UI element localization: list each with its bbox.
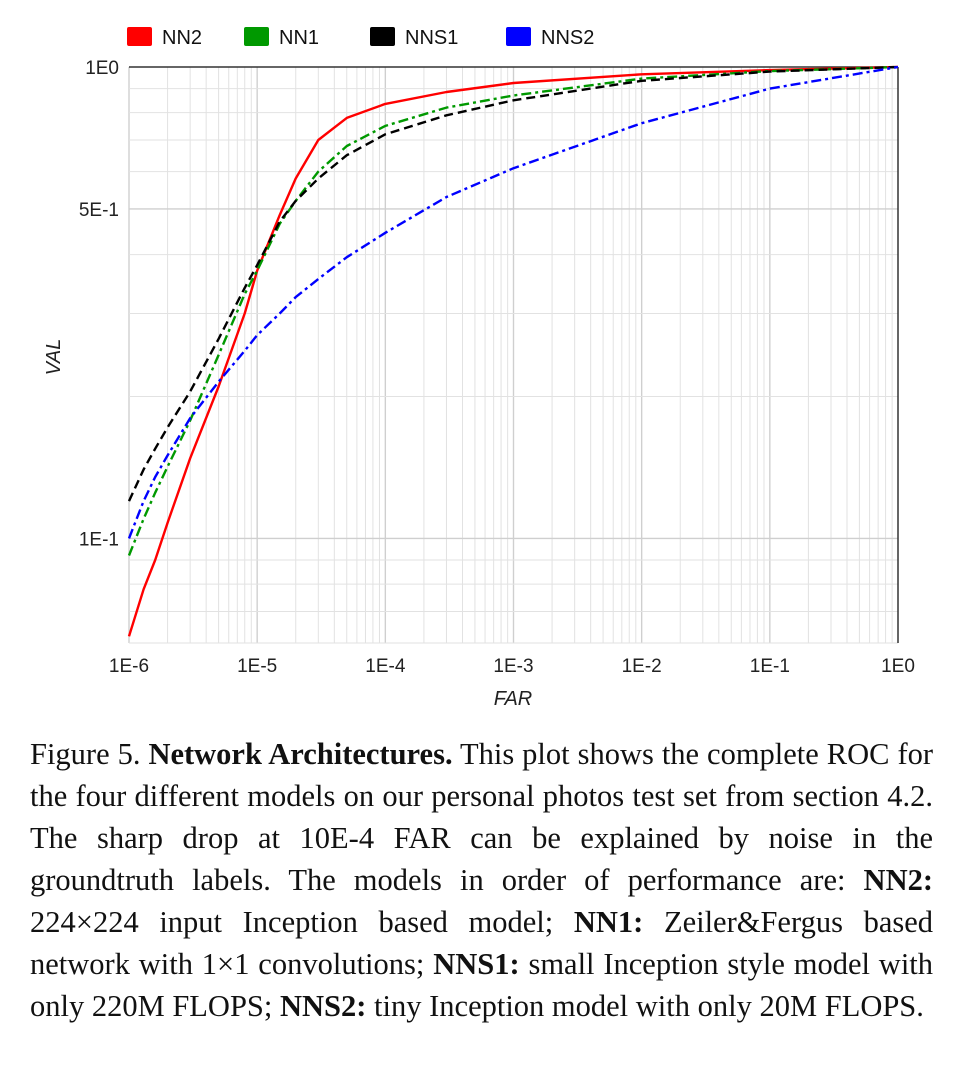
y-tick-label: 1E0	[85, 58, 119, 79]
x-tick-label: 1E0	[881, 656, 915, 677]
caption-intro: This plot shows the complete ROC for the…	[30, 737, 934, 897]
legend-swatch-nn1	[244, 27, 269, 46]
legend-swatch-nns2	[506, 27, 531, 46]
caption-item-text: small Inception style model with only 22…	[30, 947, 934, 1023]
series-line-nns2	[127, 65, 899, 539]
legend-label-nns1: NNS1	[405, 27, 458, 49]
axes	[129, 66, 899, 643]
figure-caption: Figure 5. Network Architectures. This pl…	[30, 733, 933, 1027]
series-line-nn2	[127, 65, 899, 637]
legend-swatch-nns1	[370, 27, 395, 46]
series-line-nns1	[127, 65, 899, 502]
grid	[128, 67, 898, 644]
caption-item-name: NNS1:	[433, 947, 520, 981]
series-lines	[127, 65, 899, 637]
x-tick-label: 1E-4	[365, 656, 406, 677]
x-tick-label: 1E-2	[622, 656, 662, 677]
caption-item-name: NNS2:	[280, 989, 367, 1023]
tick-labels: 1E-6 1E-5 1E-4 1E-3 1E-2 1E-1 1E0 1E-1 5E-1 1E0	[79, 58, 915, 677]
legend-swatch-nn2	[127, 27, 152, 46]
caption-item-text: tiny Inception model with only 20M FLOPS…	[374, 989, 924, 1023]
x-tick-label: 1E-6	[109, 656, 149, 677]
legend-label-nn2: NN2	[162, 27, 202, 49]
caption-item-name: NN2:	[863, 863, 934, 897]
caption-title: Network Architectures.	[148, 737, 453, 771]
caption-item-name: NN1:	[573, 905, 644, 939]
x-axis-title: FAR	[494, 688, 533, 710]
legend: NN2 NN1 NNS1 NNS2	[127, 27, 594, 49]
legend-label-nn1: NN1	[279, 27, 319, 49]
x-tick-label: 1E-3	[493, 656, 533, 677]
y-tick-label: 1E-1	[79, 529, 119, 550]
legend-label-nns2: NNS2	[541, 27, 594, 49]
caption-item-text: 224×224 input Inception based model;	[30, 905, 554, 939]
roc-chart: 1E-6 1E-5 1E-4 1E-3 1E-2 1E-1 1E0 1E-1 5E-1 1E0 F…	[43, 27, 915, 710]
figure-label: Figure 5.	[30, 737, 141, 771]
y-tick-label: 5E-1	[79, 200, 119, 221]
caption-item-text: Zeiler&Fergus based network with 1×1 con…	[30, 905, 934, 981]
x-tick-label: 1E-1	[750, 656, 790, 677]
y-axis-title: VAL	[43, 339, 65, 376]
x-tick-label: 1E-5	[237, 656, 277, 677]
